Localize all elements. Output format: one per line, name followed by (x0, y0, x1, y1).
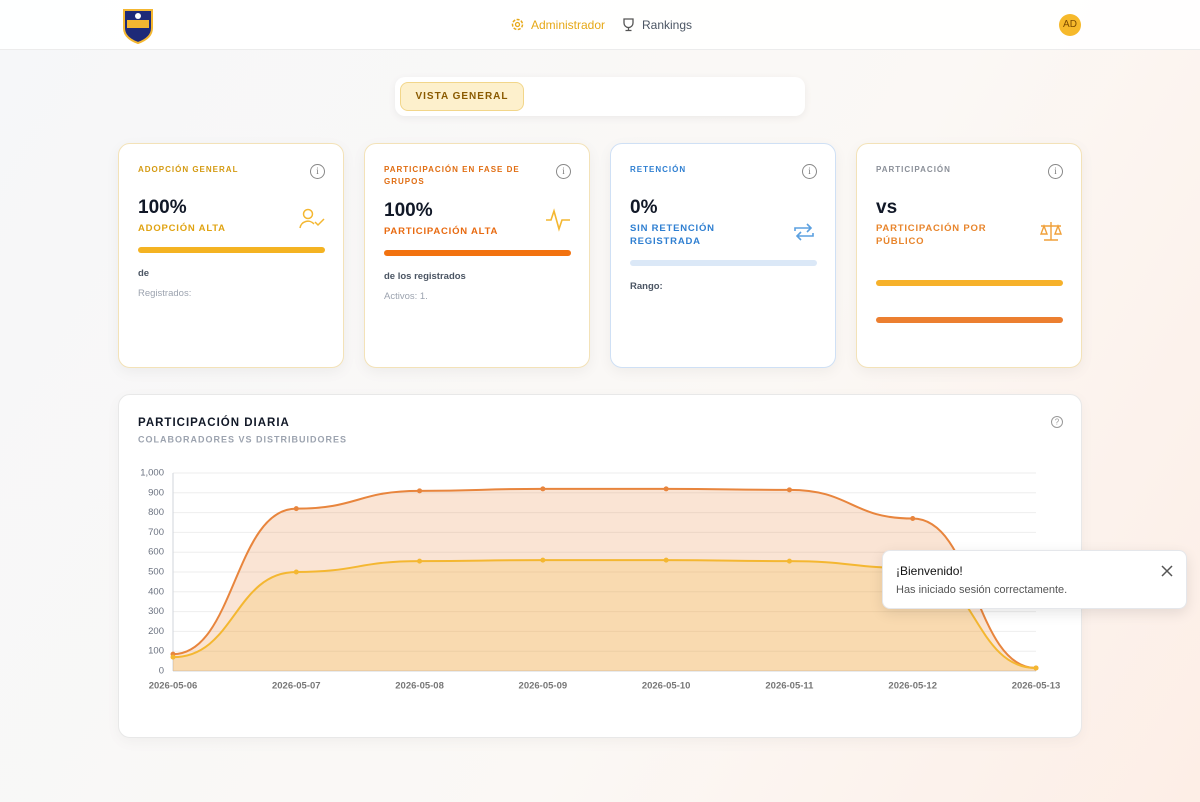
gear-icon (511, 18, 524, 31)
y-tick-label: 500 (148, 567, 164, 578)
point (663, 557, 669, 563)
info-icon[interactable]: i (310, 164, 325, 179)
help-icon[interactable] (1051, 416, 1063, 428)
logo[interactable] (120, 6, 156, 44)
x-tick-label: 2026-05-12 (888, 681, 937, 692)
point (293, 506, 299, 512)
card-value: 100% (138, 197, 187, 218)
point (786, 487, 792, 493)
info-icon[interactable]: i (1048, 164, 1063, 179)
chart: PARTICIPACIÓN DIARIA COLABORADORES VS DI… (138, 416, 1063, 692)
point (910, 516, 916, 522)
avatar[interactable]: AD (1059, 14, 1081, 36)
point (786, 558, 792, 564)
y-tick-label: 300 (148, 606, 164, 617)
point (417, 488, 423, 494)
tab[interactable]: VISTA GENERAL (400, 82, 524, 111)
x-tick-label: 2026-05-09 (519, 681, 568, 692)
progress-track (630, 260, 817, 266)
y-tick-label: 0 (159, 666, 164, 677)
y-tick-label: 200 (148, 626, 164, 637)
progress-bar (876, 280, 1063, 286)
card-status: PARTICIPACIÓN ALTA (384, 226, 499, 237)
point (170, 654, 176, 660)
card-detail: Registrados: (138, 288, 192, 299)
help-icon-glyph: ? (1055, 418, 1060, 427)
x-tick-label: 2026-05-07 (272, 681, 321, 692)
card-status: ADOPCIÓN ALTA (138, 223, 226, 234)
y-tick-label: 400 (148, 586, 164, 597)
info-icon[interactable]: i (802, 164, 817, 179)
y-tick-label: 900 (148, 487, 164, 498)
y-tick-label: 600 (148, 547, 164, 558)
card-value: 0% (630, 197, 658, 218)
x-tick-label: 2026-05-10 (642, 681, 691, 692)
point (663, 486, 669, 492)
point (1033, 665, 1039, 671)
point (540, 486, 546, 492)
nav-link[interactable]: Administrador (531, 18, 606, 32)
progress-bar (384, 250, 571, 256)
toast-message: Has iniciado sesión correctamente. (896, 584, 1068, 596)
x-tick-label: 2026-05-06 (149, 681, 198, 692)
card-title: PARTICIPACIÓN (876, 165, 951, 174)
card-detail: Activos: 1. (384, 291, 428, 302)
y-tick-label: 800 (148, 507, 164, 518)
card-title: ADOPCIÓN GENERAL (138, 165, 239, 174)
card-note: de los registrados (384, 271, 466, 282)
card-value: 100% (384, 200, 433, 221)
card-status: PARTICIPACIÓN POR PÚBLICO (876, 223, 987, 247)
y-tick-label: 700 (148, 527, 164, 538)
card-note: Rango: (630, 281, 663, 292)
y-tick-label: 1,000 (140, 468, 164, 479)
card-note: de (138, 268, 150, 279)
area (173, 560, 1036, 671)
card-title: RETENCIÓN (630, 165, 687, 174)
user-check-icon (299, 208, 325, 229)
point (540, 557, 546, 563)
progress-bar (138, 247, 325, 253)
x-tick-label: 2026-05-13 (1012, 681, 1061, 692)
trophy-icon (623, 18, 634, 32)
card-value: vs (876, 197, 898, 218)
toast-title: ¡Bienvenido! (896, 564, 963, 578)
y-tick-label: 100 (148, 646, 164, 657)
card: RETENCIÓN i 0% SIN RETENCIÓN REGISTRADA … (610, 143, 836, 368)
nav-link[interactable]: Rankings (642, 18, 693, 32)
card-title: PARTICIPACIÓN EN FASE DE GRUPOS (384, 165, 520, 186)
chart-subtitle: COLABORADORES VS DISTRIBUIDORES (138, 434, 347, 444)
repeat-icon (794, 223, 814, 241)
close-button[interactable] (1161, 565, 1173, 577)
activity-icon (546, 208, 570, 232)
point (293, 569, 299, 575)
card-status: SIN RETENCIÓN REGISTRADA (630, 223, 715, 247)
point (417, 558, 423, 564)
toast: ¡Bienvenido! Has iniciado sesión correct… (882, 550, 1187, 609)
chart-title: PARTICIPACIÓN DIARIA (138, 416, 290, 429)
card: PARTICIPACIÓN EN FASE DE GRUPOS i 100% P… (364, 143, 590, 368)
x-tick-label: 2026-05-08 (395, 681, 444, 692)
info-icon[interactable]: i (556, 164, 571, 179)
card: PARTICIPACIÓN i vs PARTICIPACIÓN POR PÚB… (856, 143, 1082, 368)
area (173, 488, 1036, 671)
card: ADOPCIÓN GENERAL i 100% ADOPCIÓN ALTA de… (118, 143, 344, 368)
top-bar: Administrador Rankings AD (0, 0, 1200, 50)
progress-bar (876, 317, 1063, 323)
tab-bar: VISTA GENERAL (395, 77, 805, 116)
scale-icon (1039, 222, 1063, 241)
x-tick-label: 2026-05-11 (765, 681, 814, 692)
